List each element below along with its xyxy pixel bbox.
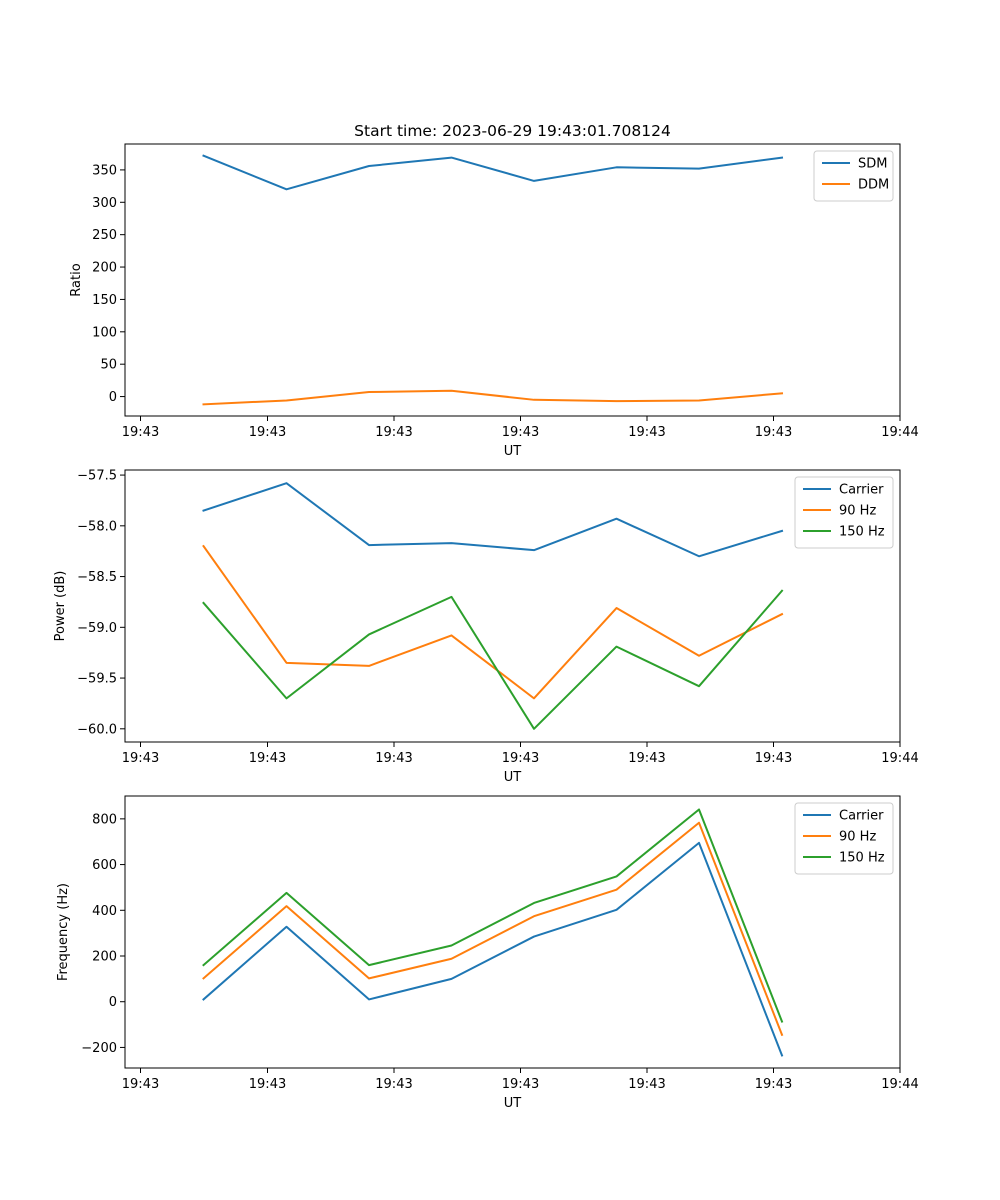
- power-panel: 19:43 19:43 19:43 19:43 19:43 19:43 19:44 −57.5…: [53, 469, 919, 785]
- x-axis-label: UT: [504, 444, 522, 459]
- legend-entry-ddm: DDM: [858, 178, 889, 193]
- series-line-150-hz: [202, 808, 784, 1023]
- legend-entry-carrier: Carrier: [839, 809, 884, 824]
- series-line-carrier: [202, 841, 784, 1057]
- legend-entry-carrier: Carrier: [839, 483, 884, 498]
- x-tick-label: 19:43: [122, 425, 159, 440]
- x-tick-label: 19:43: [628, 425, 665, 440]
- x-tick-label: 19:43: [122, 1077, 159, 1092]
- y-tick-label: 300: [92, 196, 117, 211]
- x-axis-label: UT: [504, 1096, 522, 1111]
- x-tick-label: 19:43: [375, 425, 412, 440]
- axes-frame: [124, 795, 901, 1069]
- series-line-90-hz: [202, 821, 784, 1037]
- y-tick-label: 200: [92, 261, 117, 276]
- x-tick-label: 19:43: [755, 1077, 792, 1092]
- series-line-sdm: [202, 154, 784, 191]
- y-axis-label: Ratio: [69, 263, 84, 296]
- y-tick-label: −200: [81, 1041, 117, 1056]
- chart-title: Start time: 2023-06-29 19:43:01.708124: [354, 122, 671, 140]
- y-tick-label: 600: [92, 858, 117, 873]
- x-tick-label: 19:43: [502, 751, 539, 766]
- x-tick-label: 19:43: [375, 751, 412, 766]
- x-tick-label: 19:43: [628, 1077, 665, 1092]
- y-tick-label: 400: [92, 904, 117, 919]
- series-line-150-hz: [202, 589, 784, 730]
- y-tick-label: 200: [92, 950, 117, 965]
- y-tick-label: 0: [109, 995, 117, 1010]
- x-tick-label: 19:43: [249, 425, 286, 440]
- legend-entry-90-hz: 90 Hz: [839, 830, 876, 845]
- series-line-ddm: [202, 389, 784, 406]
- y-tick-label: 100: [92, 325, 117, 340]
- x-tick-label: 19:43: [249, 1077, 286, 1092]
- y-tick-label: −59.0: [77, 621, 117, 636]
- y-tick-label: 50: [100, 358, 117, 373]
- y-tick-label: 350: [92, 163, 117, 178]
- y-tick-label: −57.5: [77, 469, 117, 484]
- x-tick-label: 19:44: [881, 751, 918, 766]
- x-tick-label: 19:43: [755, 751, 792, 766]
- x-tick-label: 19:43: [502, 1077, 539, 1092]
- x-tick-label: 19:43: [249, 751, 286, 766]
- y-tick-label: 250: [92, 228, 117, 243]
- y-tick-label: 0: [109, 390, 117, 405]
- x-tick-label: 19:44: [881, 1077, 918, 1092]
- y-tick-label: −58.5: [77, 570, 117, 585]
- x-tick-label: 19:44: [881, 425, 918, 440]
- x-tick-label: 19:43: [375, 1077, 412, 1092]
- ratio-panel: 19:43 19:43 19:43 19:43 19:43 19:43 19:44 0 50 10…: [69, 143, 919, 459]
- y-axis-label: Power (dB): [53, 571, 68, 642]
- x-axis-label: UT: [504, 770, 522, 785]
- legend-entry-150-hz: 150 Hz: [839, 851, 885, 866]
- frequency-panel: 19:43 19:43 19:43 19:43 19:43 19:43 19:44 800 60…: [56, 795, 919, 1111]
- legend-entry-sdm: SDM: [858, 157, 887, 172]
- y-axis-label: Frequency (Hz): [56, 883, 71, 981]
- y-tick-label: −58.0: [77, 519, 117, 534]
- legend-entry-150-hz: 150 Hz: [839, 525, 885, 540]
- x-tick-label: 19:43: [755, 425, 792, 440]
- series-line-90-hz: [202, 544, 784, 700]
- series-line-carrier: [202, 482, 784, 558]
- y-tick-label: −60.0: [77, 722, 117, 737]
- y-tick-label: 150: [92, 293, 117, 308]
- y-tick-label: 800: [92, 812, 117, 827]
- legend-entry-90-hz: 90 Hz: [839, 504, 876, 519]
- x-tick-label: 19:43: [122, 751, 159, 766]
- x-tick-label: 19:43: [502, 425, 539, 440]
- y-tick-label: −59.5: [77, 672, 117, 687]
- axes-frame: [124, 469, 901, 743]
- x-tick-label: 19:43: [628, 751, 665, 766]
- axes-frame: [124, 143, 901, 417]
